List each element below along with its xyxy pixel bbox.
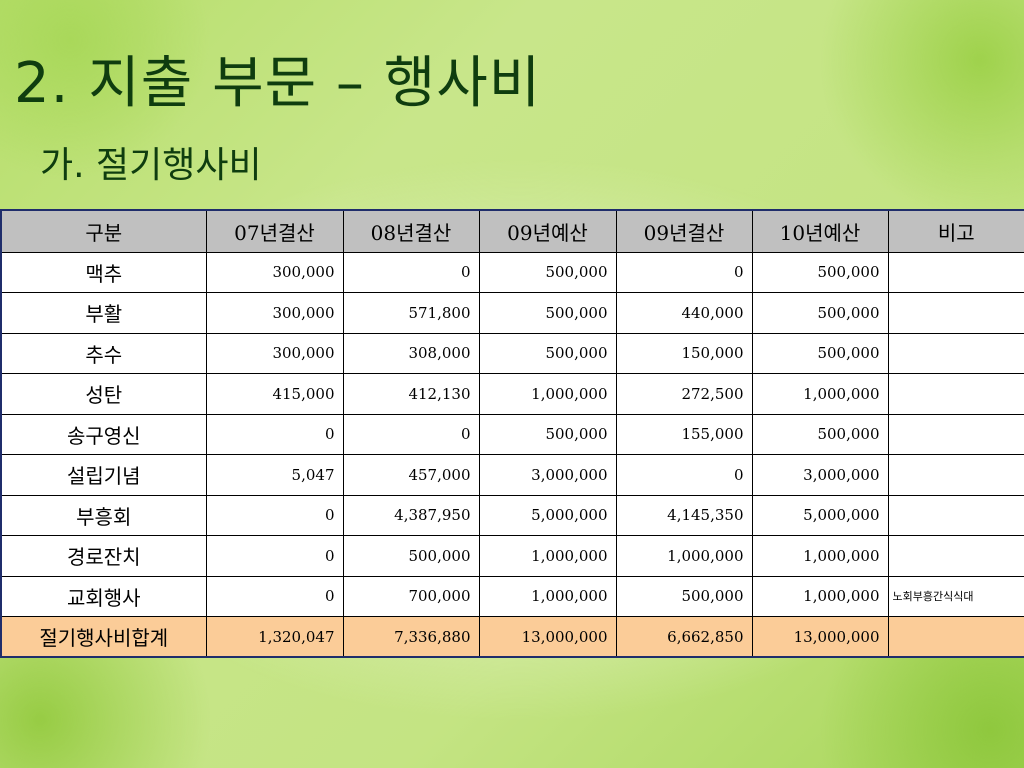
table-row: 설립기념 5,047 457,000 3,000,000 0 3,000,000: [0, 454, 1024, 496]
cell-10-budget: 13,000,000: [751, 616, 889, 658]
cell-09-budget: 500,000: [478, 413, 617, 455]
table-row: 부활 300,000 571,800 500,000 440,000 500,000: [0, 292, 1024, 334]
cell-remarks: [887, 413, 1024, 455]
table-header-row: 구분 07년결산 08년결산 09년예산 09년결산 10년예산 비고: [0, 209, 1024, 253]
cell-remarks: [887, 616, 1024, 658]
cell-09-settlement: 1,000,000: [615, 535, 753, 577]
table-row: 경로잔치 0 500,000 1,000,000 1,000,000 1,000,000: [0, 535, 1024, 577]
table-total-row: 절기행사비합계 1,320,047 7,336,880 13,000,000 6,662…: [0, 616, 1024, 658]
cell-07-settlement: 5,047: [205, 454, 344, 496]
header-category: 구분: [0, 209, 207, 253]
table-row: 추수 300,000 308,000 500,000 150,000 500,000: [0, 332, 1024, 374]
cell-07-settlement: 0: [205, 494, 344, 536]
cell-08-settlement: 571,800: [342, 292, 480, 334]
cell-remarks: 노회부흥간식식대: [887, 575, 1024, 617]
cell-08-settlement: 7,336,880: [342, 616, 480, 658]
cell-09-budget: 500,000: [478, 292, 617, 334]
cell-09-budget: 1,000,000: [478, 575, 617, 617]
cell-10-budget: 500,000: [751, 251, 889, 293]
cell-remarks: [887, 494, 1024, 536]
cell-remarks: [887, 535, 1024, 577]
cell-08-settlement: 700,000: [342, 575, 480, 617]
cell-remarks: [887, 373, 1024, 415]
slide-subtitle: 가. 절기행사비: [40, 145, 262, 186]
cell-09-settlement: 155,000: [615, 413, 753, 455]
header-09-settlement: 09년결산: [615, 209, 753, 253]
cell-10-budget: 1,000,000: [751, 535, 889, 577]
cell-08-settlement: 4,387,950: [342, 494, 480, 536]
cell-category: 절기행사비합계: [0, 616, 207, 658]
cell-08-settlement: 0: [342, 251, 480, 293]
cell-08-settlement: 412,130: [342, 373, 480, 415]
cell-09-budget: 13,000,000: [478, 616, 617, 658]
table-row: 부흥회 0 4,387,950 5,000,000 4,145,350 5,000,000: [0, 494, 1024, 536]
cell-09-settlement: 272,500: [615, 373, 753, 415]
cell-07-settlement: 300,000: [205, 292, 344, 334]
cell-08-settlement: 308,000: [342, 332, 480, 374]
cell-category: 추수: [0, 332, 207, 374]
cell-09-budget: 5,000,000: [478, 494, 617, 536]
cell-10-budget: 1,000,000: [751, 575, 889, 617]
table-row: 성탄 415,000 412,130 1,000,000 272,500 1,000,00…: [0, 373, 1024, 415]
header-09-budget: 09년예산: [478, 209, 617, 253]
cell-09-settlement: 150,000: [615, 332, 753, 374]
header-08-settlement: 08년결산: [342, 209, 480, 253]
cell-10-budget: 500,000: [751, 413, 889, 455]
cell-10-budget: 3,000,000: [751, 454, 889, 496]
cell-09-budget: 1,000,000: [478, 535, 617, 577]
cell-08-settlement: 0: [342, 413, 480, 455]
cell-09-budget: 1,000,000: [478, 373, 617, 415]
cell-07-settlement: 415,000: [205, 373, 344, 415]
cell-category: 맥추: [0, 251, 207, 293]
cell-10-budget: 5,000,000: [751, 494, 889, 536]
cell-09-settlement: 0: [615, 251, 753, 293]
cell-10-budget: 500,000: [751, 292, 889, 334]
cell-remarks: [887, 454, 1024, 496]
cell-09-budget: 3,000,000: [478, 454, 617, 496]
cell-remarks: [887, 292, 1024, 334]
cell-remarks: [887, 251, 1024, 293]
table-row: 송구영신 0 0 500,000 155,000 500,000: [0, 413, 1024, 455]
cell-09-budget: 500,000: [478, 251, 617, 293]
expense-table: 구분 07년결산 08년결산 09년예산 09년결산 10년예산 비고 맥추 30…: [0, 209, 1024, 658]
cell-07-settlement: 1,320,047: [205, 616, 344, 658]
cell-09-budget: 500,000: [478, 332, 617, 374]
cell-08-settlement: 457,000: [342, 454, 480, 496]
cell-remarks: [887, 332, 1024, 374]
cell-07-settlement: 300,000: [205, 332, 344, 374]
table-row: 교회행사 0 700,000 1,000,000 500,000 1,000,000 노회부…: [0, 575, 1024, 617]
cell-category: 교회행사: [0, 575, 207, 617]
cell-category: 설립기념: [0, 454, 207, 496]
cell-category: 송구영신: [0, 413, 207, 455]
table-row: 맥추 300,000 0 500,000 0 500,000: [0, 251, 1024, 293]
cell-category: 부활: [0, 292, 207, 334]
header-07-settlement: 07년결산: [205, 209, 344, 253]
cell-10-budget: 500,000: [751, 332, 889, 374]
cell-07-settlement: 0: [205, 575, 344, 617]
cell-09-settlement: 500,000: [615, 575, 753, 617]
cell-10-budget: 1,000,000: [751, 373, 889, 415]
header-remarks: 비고: [887, 209, 1024, 253]
cell-category: 경로잔치: [0, 535, 207, 577]
cell-09-settlement: 4,145,350: [615, 494, 753, 536]
cell-09-settlement: 440,000: [615, 292, 753, 334]
cell-07-settlement: 0: [205, 413, 344, 455]
cell-08-settlement: 500,000: [342, 535, 480, 577]
cell-09-settlement: 0: [615, 454, 753, 496]
cell-09-settlement: 6,662,850: [615, 616, 753, 658]
slide-title: 2. 지출 부문 – 행사비: [14, 51, 542, 116]
header-10-budget: 10년예산: [751, 209, 889, 253]
cell-07-settlement: 0: [205, 535, 344, 577]
cell-category: 성탄: [0, 373, 207, 415]
cell-category: 부흥회: [0, 494, 207, 536]
cell-07-settlement: 300,000: [205, 251, 344, 293]
